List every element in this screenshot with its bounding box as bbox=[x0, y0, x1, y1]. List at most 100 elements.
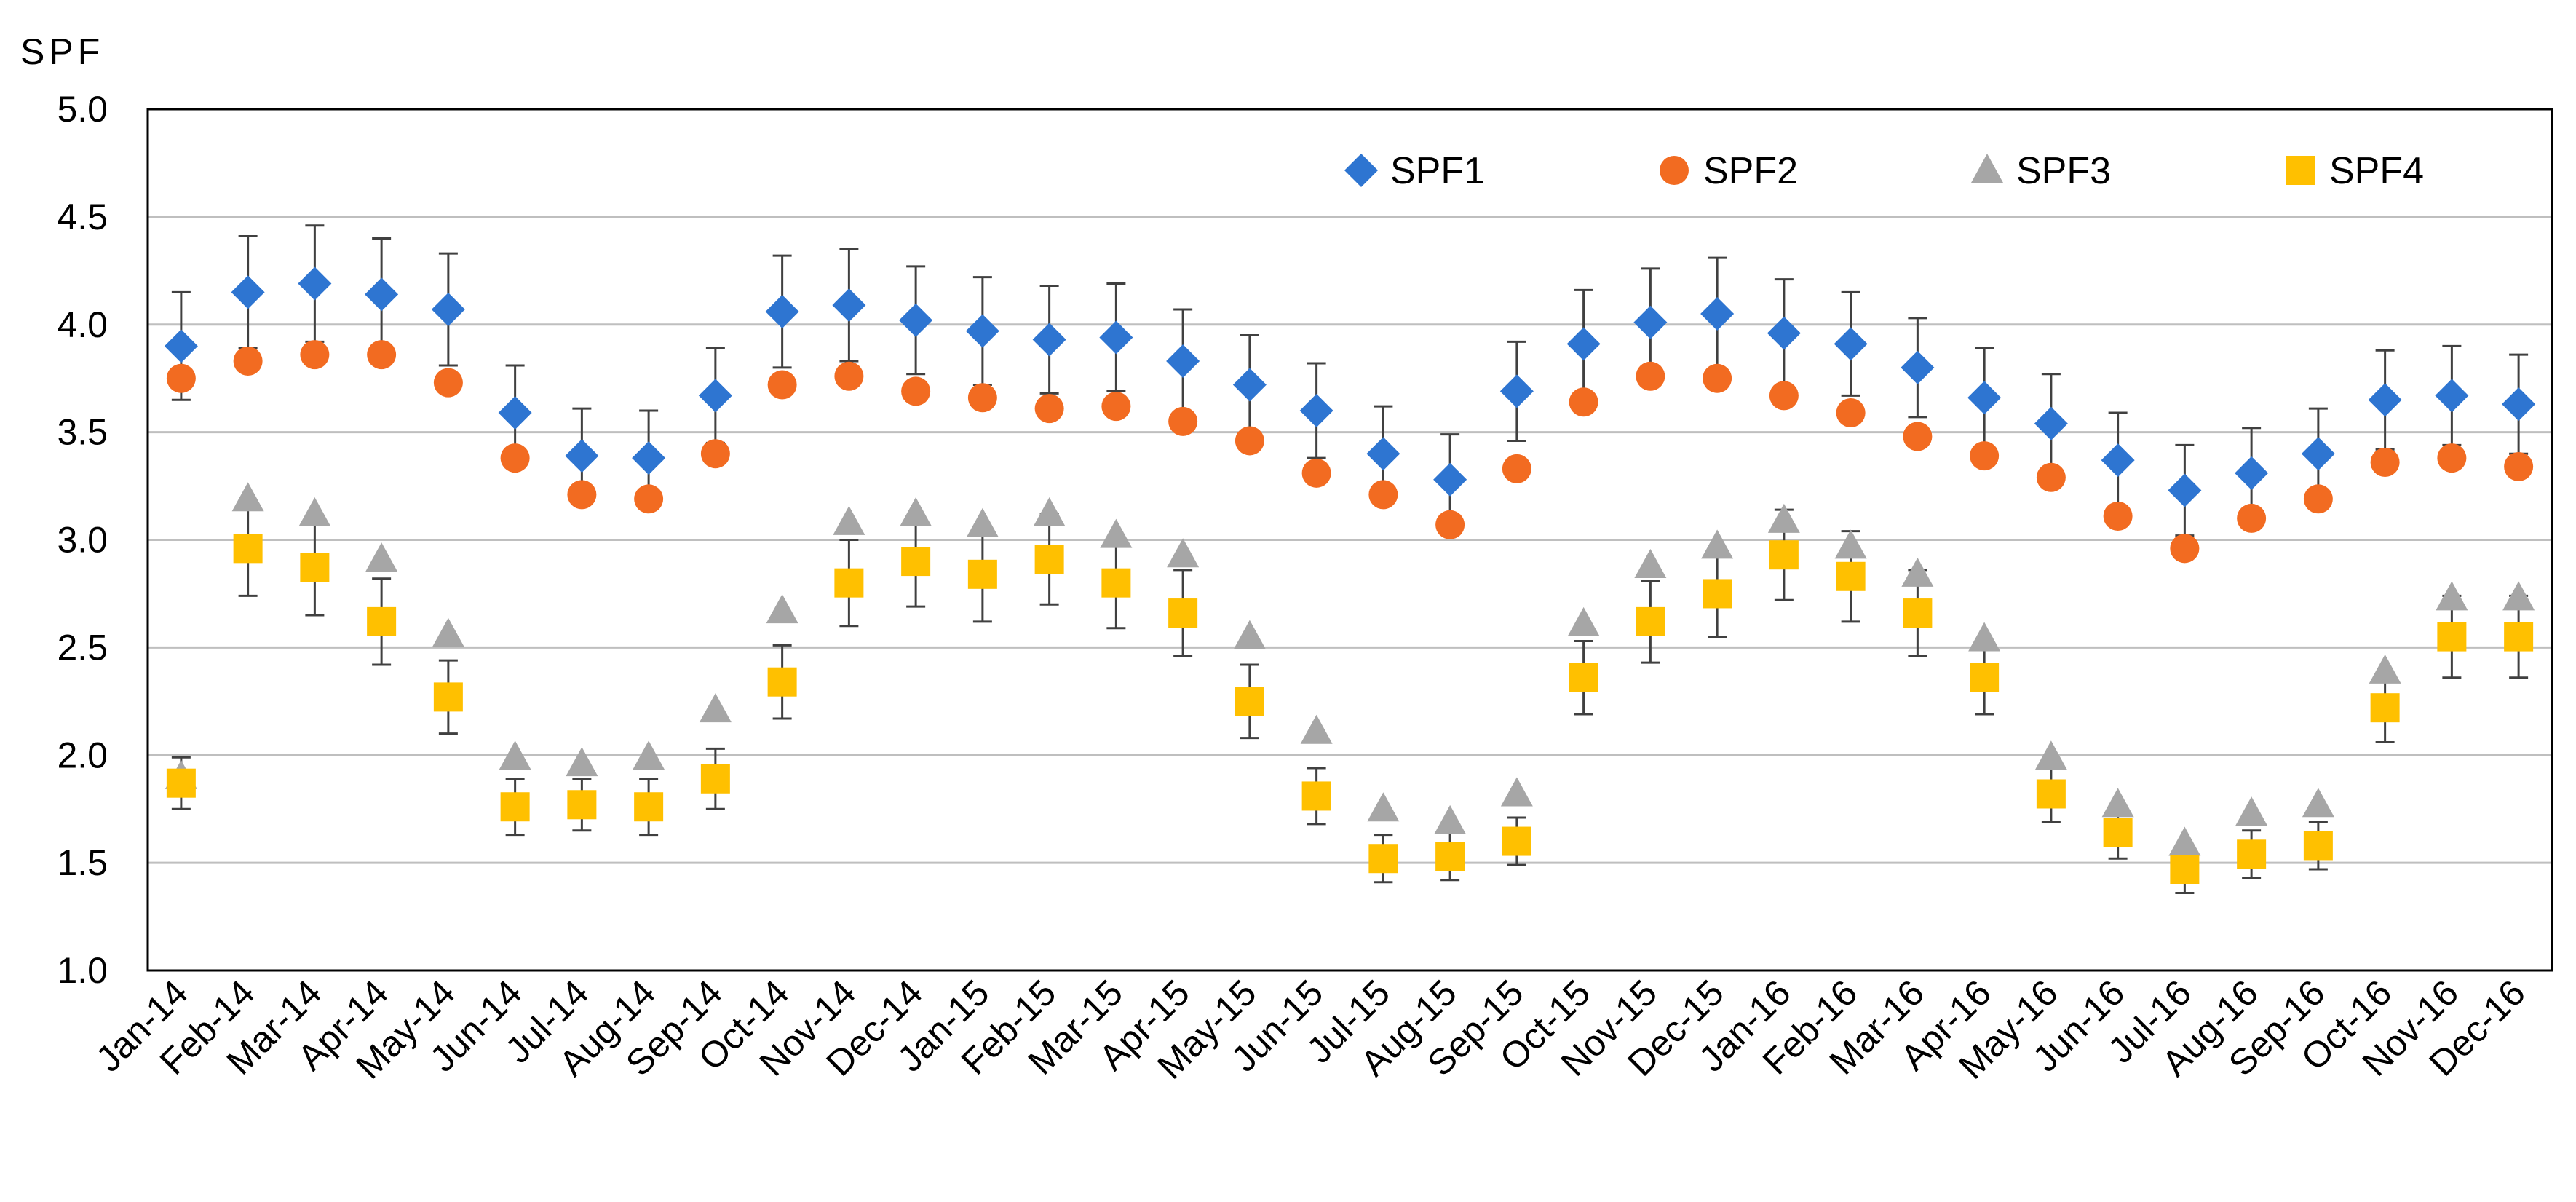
point-spf4 bbox=[2504, 622, 2534, 652]
point-spf4 bbox=[1168, 598, 1198, 628]
point-spf2 bbox=[500, 443, 530, 473]
point-spf3 bbox=[1701, 529, 1734, 559]
point-spf2 bbox=[1101, 392, 1131, 422]
point-spf4 bbox=[2036, 779, 2066, 809]
point-spf1 bbox=[565, 439, 599, 473]
point-spf1 bbox=[1767, 316, 1801, 350]
point-spf2 bbox=[1903, 422, 1933, 451]
point-spf4 bbox=[166, 768, 196, 798]
y-tick-label: 3.0 bbox=[57, 520, 108, 561]
point-spf3 bbox=[1834, 529, 1867, 559]
point-spf3 bbox=[1901, 557, 1934, 587]
point-spf3 bbox=[1100, 518, 1133, 548]
point-spf4 bbox=[2303, 831, 2333, 861]
point-spf2 bbox=[2170, 534, 2200, 564]
gridlines bbox=[148, 216, 2552, 864]
point-spf3 bbox=[2436, 581, 2468, 611]
point-spf3 bbox=[833, 505, 865, 535]
point-spf4 bbox=[1836, 561, 1866, 591]
y-axis-label: SPF bbox=[20, 31, 104, 72]
point-spf2 bbox=[367, 340, 397, 370]
point-spf1 bbox=[2435, 379, 2469, 413]
point-spf2 bbox=[1703, 363, 1732, 393]
point-spf3 bbox=[1167, 538, 1200, 568]
legend: SPF1 SPF2 SPF3 SPF4 bbox=[1344, 150, 2424, 192]
legend-marker-spf4 bbox=[2286, 156, 2315, 185]
legend-label-spf3: SPF3 bbox=[2016, 150, 2111, 192]
point-spf3 bbox=[2101, 788, 2134, 818]
point-spf4 bbox=[2437, 622, 2467, 652]
point-spf1 bbox=[498, 396, 532, 430]
point-spf1 bbox=[832, 288, 866, 323]
point-spf2 bbox=[166, 363, 196, 393]
point-spf2 bbox=[2504, 451, 2534, 481]
legend-marker-spf1 bbox=[1344, 154, 1378, 187]
point-spf3 bbox=[2168, 826, 2201, 856]
point-spf2 bbox=[2437, 443, 2467, 473]
point-spf4 bbox=[2170, 854, 2200, 884]
point-spf4 bbox=[1034, 545, 1064, 574]
point-spf1 bbox=[2301, 437, 2335, 471]
legend-label-spf1: SPF1 bbox=[1390, 150, 1485, 192]
point-spf4 bbox=[1502, 826, 1531, 856]
point-spf3 bbox=[231, 482, 264, 512]
y-tick-label: 2.5 bbox=[57, 627, 108, 668]
point-spf2 bbox=[1034, 394, 1064, 424]
plot-area-frame bbox=[146, 108, 2553, 972]
point-spf2 bbox=[2303, 484, 2333, 514]
legend-marker-spf3 bbox=[1971, 154, 2003, 183]
point-spf3 bbox=[1634, 548, 1667, 578]
point-spf1 bbox=[365, 277, 399, 312]
point-spf3 bbox=[1567, 606, 1600, 636]
point-spf4 bbox=[1435, 842, 1465, 871]
point-spf4 bbox=[500, 792, 530, 822]
point-spf3 bbox=[1233, 620, 1266, 649]
point-spf2 bbox=[767, 370, 797, 400]
point-spf4 bbox=[300, 553, 330, 582]
point-spf4 bbox=[1569, 663, 1598, 692]
point-spf1 bbox=[698, 379, 732, 413]
point-spf3 bbox=[1367, 792, 1400, 822]
point-spf1 bbox=[2168, 473, 2202, 507]
point-spf3 bbox=[566, 747, 598, 777]
point-spf2 bbox=[2103, 501, 2133, 531]
point-spf4 bbox=[700, 764, 730, 794]
point-spf1 bbox=[1166, 344, 1200, 379]
point-spf1 bbox=[1099, 320, 1133, 355]
point-spf2 bbox=[1970, 441, 2000, 471]
point-spf3 bbox=[766, 594, 798, 624]
point-spf1 bbox=[1499, 374, 1534, 408]
point-spf2 bbox=[834, 361, 864, 391]
point-spf4 bbox=[2237, 839, 2267, 869]
point-spf4 bbox=[2103, 818, 2133, 847]
point-spf2 bbox=[233, 347, 263, 376]
point-spf1 bbox=[431, 293, 465, 327]
point-spf4 bbox=[834, 568, 864, 598]
point-spf3 bbox=[1968, 622, 2001, 652]
point-spf4 bbox=[1368, 844, 1398, 874]
point-spf1 bbox=[1633, 305, 1668, 339]
point-spf2 bbox=[2036, 462, 2066, 492]
point-spf2 bbox=[2370, 448, 2400, 478]
legend-label-spf4: SPF4 bbox=[2329, 150, 2424, 192]
point-spf2 bbox=[700, 439, 730, 469]
point-spf1 bbox=[2235, 456, 2269, 490]
y-tick-label: 2.0 bbox=[57, 735, 108, 775]
point-spf2 bbox=[1769, 381, 1799, 411]
point-spf1 bbox=[765, 295, 799, 329]
point-spf1 bbox=[164, 329, 198, 363]
point-spf4 bbox=[1301, 781, 1331, 811]
point-spf1 bbox=[632, 441, 666, 475]
point-spf1 bbox=[2368, 383, 2402, 417]
point-spf3 bbox=[2235, 796, 2268, 826]
point-spf4 bbox=[1101, 568, 1131, 598]
point-spf1 bbox=[1700, 296, 1735, 331]
point-spf2 bbox=[1502, 454, 1531, 483]
point-spf4 bbox=[967, 559, 997, 589]
point-spf4 bbox=[1636, 606, 1665, 636]
point-spf1 bbox=[2101, 443, 2135, 478]
point-spf2 bbox=[1235, 426, 1264, 456]
legend-label-spf2: SPF2 bbox=[1703, 150, 1798, 192]
